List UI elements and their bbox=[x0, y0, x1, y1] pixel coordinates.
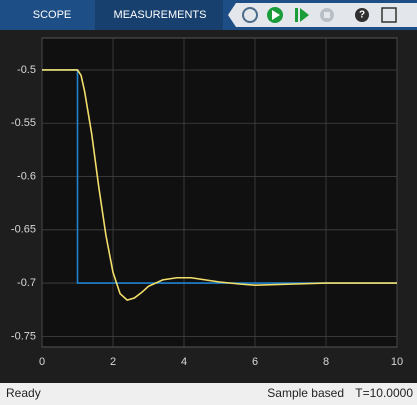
undock-icon[interactable] bbox=[381, 7, 397, 23]
axes bbox=[41, 37, 398, 348]
tab-bg bbox=[95, 0, 223, 30]
y-tick-label: -0.5 bbox=[17, 64, 36, 76]
step-back-icon[interactable] bbox=[242, 7, 258, 23]
run-glyph bbox=[272, 10, 280, 20]
y-tick-label: -0.55 bbox=[11, 117, 36, 129]
y-tick-label: -0.75 bbox=[11, 330, 36, 342]
y-tick-label: -0.6 bbox=[17, 170, 36, 182]
plot: -0.5 -0.55 -0.6 -0.65 -0.7 -0.75 0 2 4 6 8 10 bbox=[11, 38, 403, 368]
step-icon[interactable] bbox=[295, 8, 309, 22]
stop-glyph bbox=[324, 12, 330, 18]
x-tick-label: 6 bbox=[252, 356, 258, 368]
sampling-mode: Sample based bbox=[267, 386, 344, 400]
help-glyph: ? bbox=[359, 10, 365, 21]
x-tick-label: 4 bbox=[181, 356, 187, 368]
x-tick-label: 10 bbox=[391, 356, 403, 368]
status-bar bbox=[0, 383, 417, 405]
sim-time: T=10.0000 bbox=[355, 386, 413, 400]
status-text: Ready bbox=[6, 386, 41, 400]
y-tick-label: -0.65 bbox=[11, 224, 36, 236]
x-tick-label: 0 bbox=[39, 356, 45, 368]
x-tick-label: 8 bbox=[323, 356, 329, 368]
series-line bbox=[42, 69, 397, 302]
x-tick-label: 2 bbox=[110, 356, 116, 368]
help-icon[interactable] bbox=[355, 8, 369, 22]
tab-measurements[interactable]: MEASUREMENTS bbox=[114, 9, 207, 21]
tab-scope[interactable]: SCOPE bbox=[33, 9, 72, 21]
y-tick-label: -0.7 bbox=[17, 277, 36, 289]
